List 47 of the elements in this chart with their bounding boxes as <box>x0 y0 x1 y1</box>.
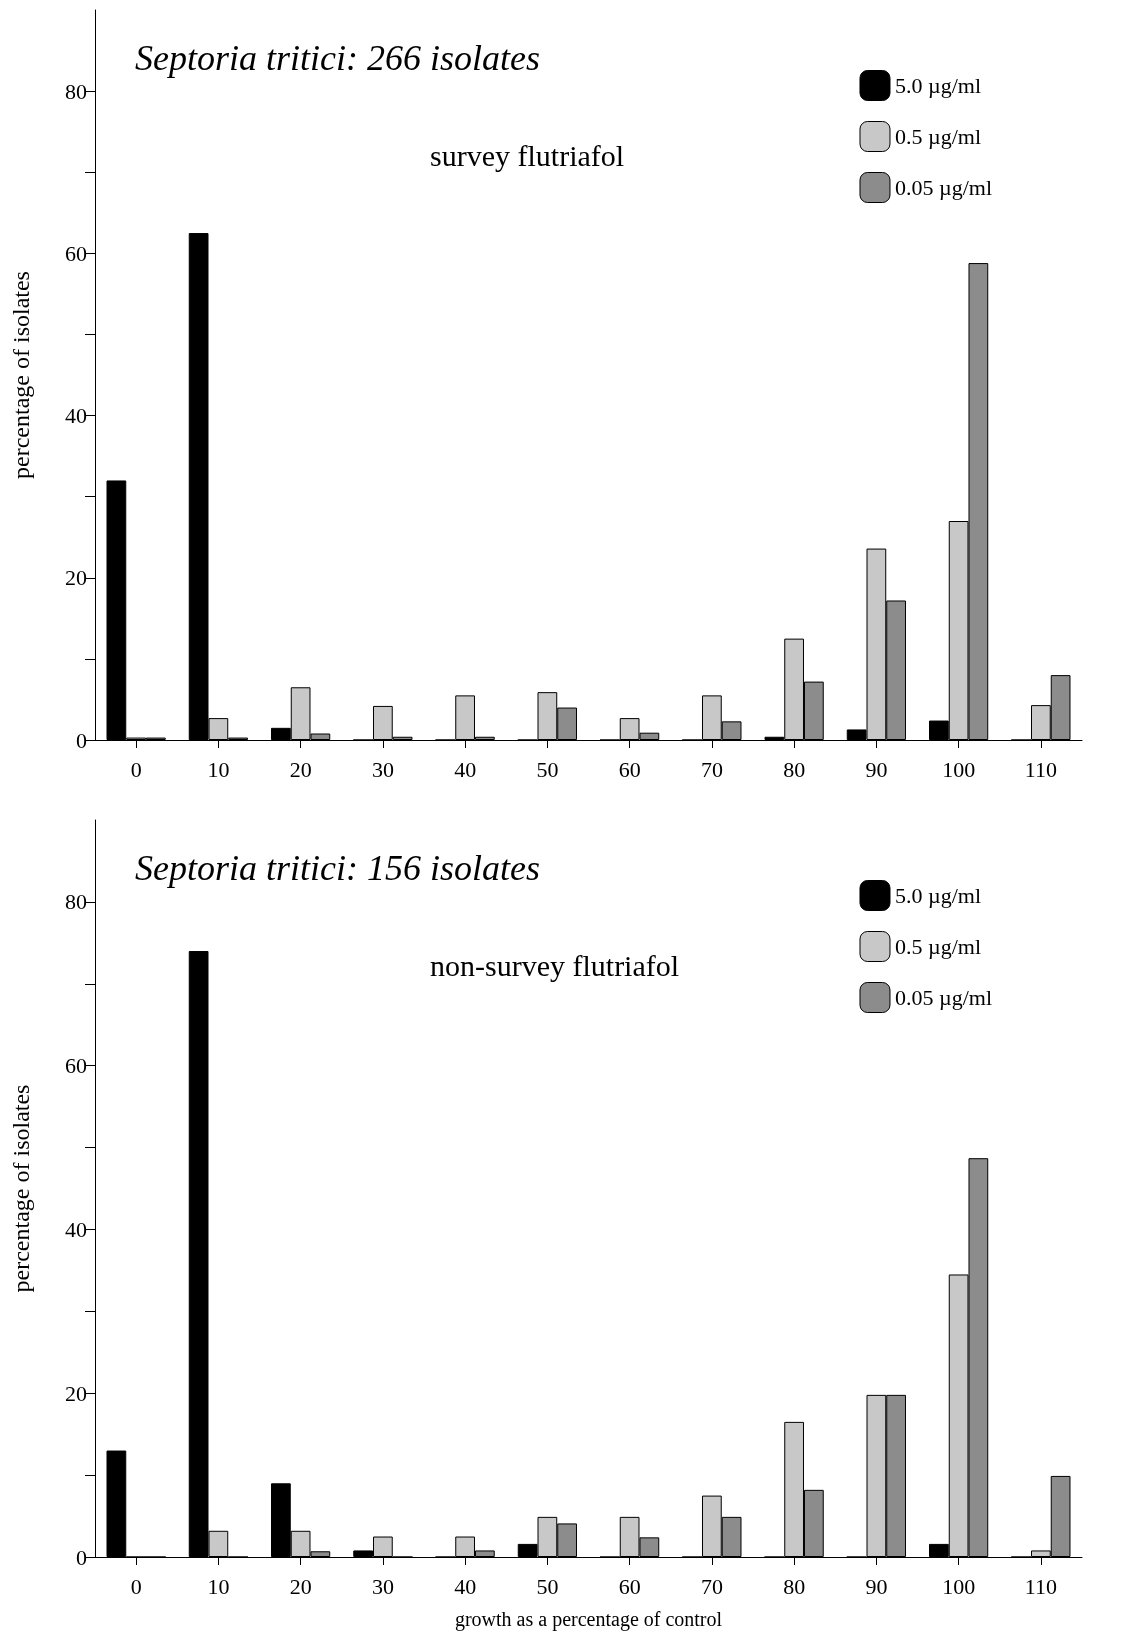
y-tick-label: 80 <box>65 889 87 915</box>
x-tick-label: 70 <box>700 756 723 782</box>
annotation: non-survey flutriafol <box>430 948 680 982</box>
legend-label: 0.5 µg/ml <box>894 124 981 149</box>
y-tick-label: 60 <box>65 1053 87 1079</box>
y-tick-label: 20 <box>65 565 87 591</box>
legend-label: 0.05 µg/ml <box>894 985 992 1010</box>
x-axis-title: growth as a percentage of control <box>454 1608 723 1631</box>
y-axis-title: percentage of isolates <box>8 1084 34 1293</box>
x-tick-label: 100 <box>942 756 976 782</box>
x-tick-label: 110 <box>1024 1573 1057 1599</box>
y-tick-label: 0 <box>76 1544 87 1570</box>
x-tick-label: 30 <box>371 756 394 782</box>
x-tick-label: 90 <box>865 1573 888 1599</box>
legend-label: 0.05 µg/ml <box>894 175 992 200</box>
x-tick-label: 20 <box>289 756 312 782</box>
x-tick-label: 10 <box>207 756 230 782</box>
x-tick-label: 40 <box>454 756 477 782</box>
x-tick-label: 60 <box>618 756 641 782</box>
y-tick-label: 80 <box>65 78 87 104</box>
x-tick-label: 80 <box>783 1573 806 1599</box>
legend-label: 5.0 µg/ml <box>894 73 981 98</box>
y-tick-label: 40 <box>65 403 87 429</box>
x-tick-label: 100 <box>942 1573 976 1599</box>
legend-label: 5.0 µg/ml <box>894 883 981 908</box>
x-tick-label: 50 <box>536 756 559 782</box>
y-axis-title: percentage of isolates <box>8 271 34 479</box>
x-tick-label: 0 <box>130 1573 142 1599</box>
x-tick-label: 80 <box>783 756 806 782</box>
y-tick-label: 0 <box>76 727 87 753</box>
x-tick-label: 10 <box>207 1573 230 1599</box>
x-tick-label: 20 <box>289 1573 312 1599</box>
text: Septoria tritici: 156 isolates <box>135 848 540 888</box>
x-tick-label: 0 <box>130 756 142 782</box>
x-tick-label: 30 <box>371 1573 394 1599</box>
annotation: survey flutriafol <box>430 138 625 172</box>
y-tick-label: 60 <box>65 240 87 266</box>
x-tick-label: 110 <box>1024 756 1057 782</box>
y-tick-label: 20 <box>65 1380 87 1406</box>
x-tick-label: 70 <box>700 1573 723 1599</box>
legend-label: 0.5 µg/ml <box>894 934 981 959</box>
x-tick-label: 40 <box>454 1573 477 1599</box>
text: Septoria tritici: 266 isolates <box>135 38 540 78</box>
x-tick-label: 50 <box>536 1573 559 1599</box>
x-tick-label: 60 <box>618 1573 641 1599</box>
y-tick-label: 40 <box>65 1216 87 1242</box>
x-tick-label: 90 <box>865 756 888 782</box>
